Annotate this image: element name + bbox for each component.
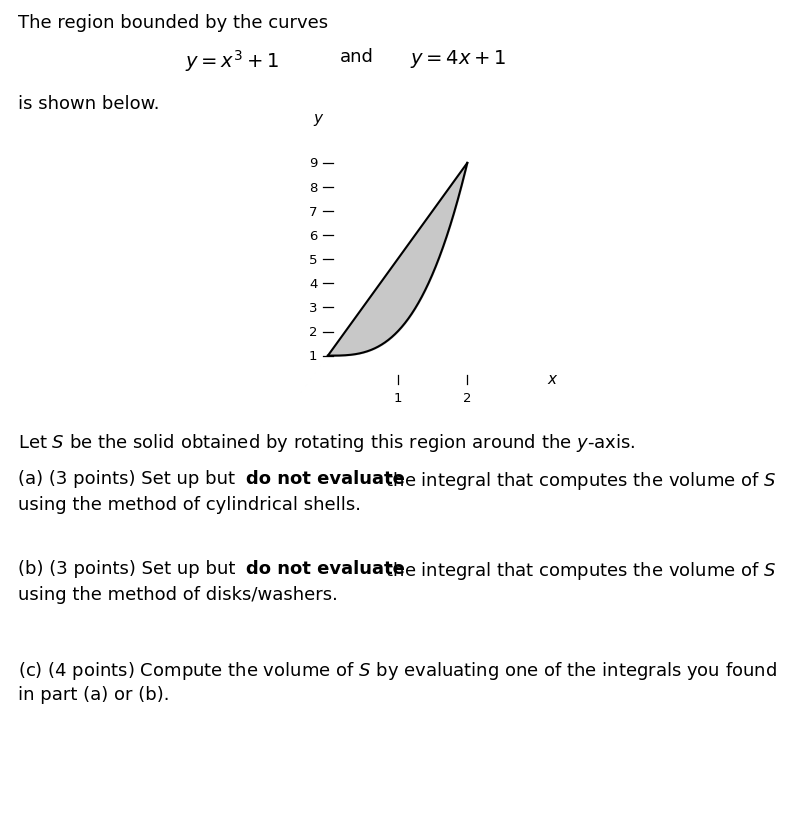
- Text: $y = x^3 + 1$: $y = x^3 + 1$: [185, 48, 279, 74]
- Text: do not evaluate: do not evaluate: [246, 470, 405, 487]
- Text: the integral that computes the volume of $\mathit{S}$: the integral that computes the volume of…: [380, 559, 777, 581]
- Text: is shown below.: is shown below.: [18, 95, 160, 112]
- Text: the integral that computes the volume of $\mathit{S}$: the integral that computes the volume of…: [380, 470, 777, 491]
- Text: (b) (3 points) Set up but: (b) (3 points) Set up but: [18, 559, 241, 577]
- Text: $y = 4x + 1$: $y = 4x + 1$: [410, 48, 507, 70]
- Text: 1: 1: [309, 350, 318, 363]
- Text: and: and: [340, 48, 374, 66]
- Text: 5: 5: [309, 253, 318, 266]
- Text: (a) (3 points) Set up but: (a) (3 points) Set up but: [18, 470, 241, 487]
- Text: 1: 1: [393, 391, 402, 404]
- Text: 8: 8: [309, 181, 318, 194]
- Text: $x$: $x$: [547, 371, 559, 386]
- Text: 2: 2: [309, 326, 318, 338]
- Text: 2: 2: [463, 391, 472, 404]
- Text: using the method of disks/washers.: using the method of disks/washers.: [18, 586, 338, 603]
- Text: in part (a) or (b).: in part (a) or (b).: [18, 686, 169, 703]
- Text: 3: 3: [309, 302, 318, 314]
- Text: 4: 4: [309, 278, 318, 290]
- Text: 9: 9: [309, 157, 318, 170]
- Text: $y$: $y$: [313, 112, 325, 127]
- Text: 7: 7: [309, 205, 318, 218]
- Text: using the method of cylindrical shells.: using the method of cylindrical shells.: [18, 495, 361, 514]
- Text: 6: 6: [309, 229, 318, 242]
- Text: Let $\mathit{S}$ be the solid obtained by rotating this region around the $y$-ax: Let $\mathit{S}$ be the solid obtained b…: [18, 432, 635, 453]
- Text: do not evaluate: do not evaluate: [246, 559, 405, 577]
- Text: The region bounded by the curves: The region bounded by the curves: [18, 14, 328, 32]
- Text: (c) (4 points) Compute the volume of $\mathit{S}$ by evaluating one of the integ: (c) (4 points) Compute the volume of $\m…: [18, 659, 777, 681]
